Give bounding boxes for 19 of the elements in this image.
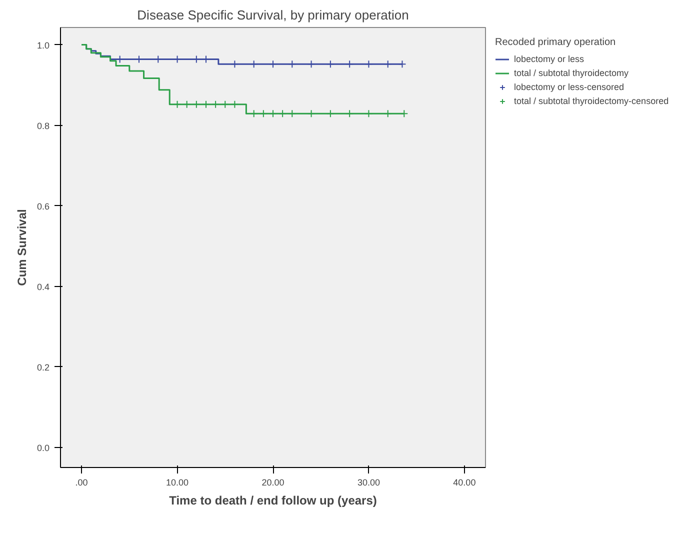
y-tick-label: 0.8: [36, 120, 50, 131]
x-tick-label: 40.00: [453, 478, 476, 488]
x-tick-label: 20.00: [262, 478, 284, 488]
legend-title: Recoded primary operation: [495, 37, 617, 48]
x-tick-label: 10.00: [166, 478, 189, 488]
x-axis-title: Time to death / end follow up (years): [169, 494, 377, 508]
legend-label: lobectomy or less-censored: [514, 82, 624, 92]
y-tick-label: 0.0: [36, 442, 50, 453]
x-tick-label: 30.00: [357, 478, 380, 488]
y-tick-label: 1.0: [36, 40, 50, 50]
y-axis-title: Cum Survival: [14, 209, 29, 286]
y-tick-label: 0.4: [36, 282, 50, 292]
x-tick-label: .00: [75, 478, 88, 488]
y-tick-label: 0.6: [36, 201, 50, 212]
legend-label: total / subtotal thyroidectomy-censored: [514, 96, 669, 106]
y-tick-label: 0.2: [36, 362, 50, 372]
legend-label: lobectomy or less: [514, 54, 584, 64]
chart-title: Disease Specific Survival, by primary operation: [137, 8, 409, 22]
legend-label: total / subtotal thyroidectomy: [514, 68, 629, 78]
